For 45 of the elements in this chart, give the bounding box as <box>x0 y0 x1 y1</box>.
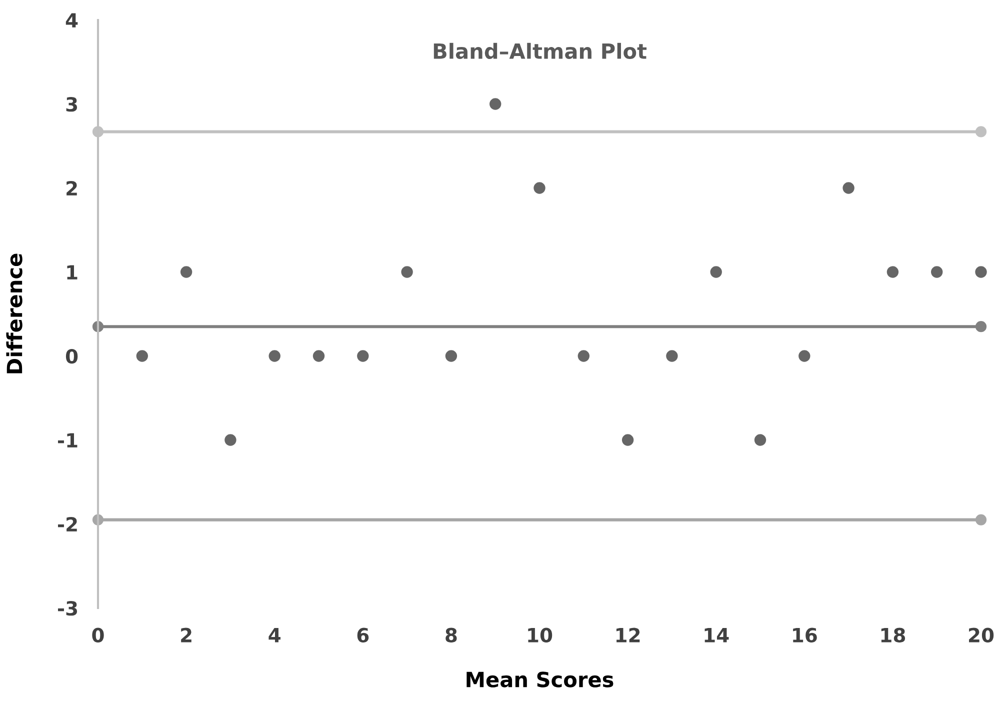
point <box>622 434 634 446</box>
point <box>312 350 325 362</box>
point <box>401 266 413 278</box>
y-tick-label: 3 <box>66 96 78 112</box>
point <box>975 321 987 332</box>
x-tick-label: 4 <box>268 628 280 642</box>
point <box>180 266 192 278</box>
y-tick-label: -1 <box>58 433 78 448</box>
point <box>975 266 987 278</box>
y-tick-label: 0 <box>66 348 78 364</box>
y-tick-label: 1 <box>67 265 78 280</box>
point <box>224 434 236 446</box>
y-axis-title: Difference <box>6 254 22 374</box>
text: Bland–Altman Plot <box>434 42 647 60</box>
point <box>754 434 766 446</box>
x-tick-label: 16 <box>793 628 817 642</box>
point <box>490 98 502 110</box>
point <box>136 350 148 362</box>
y-tick-label: 4 <box>66 13 78 28</box>
x-tick-label: 8 <box>446 628 457 642</box>
x-axis-title: Mean Scores <box>466 672 614 688</box>
point <box>445 350 458 362</box>
point <box>578 350 590 362</box>
point <box>534 182 546 194</box>
x-tick-label: 12 <box>616 628 640 642</box>
point <box>666 350 678 362</box>
x-tick-label: 18 <box>881 628 906 642</box>
x-tick-label: 10 <box>528 628 552 642</box>
point <box>268 350 280 362</box>
point <box>975 514 987 526</box>
x-tick-label: 6 <box>357 628 369 642</box>
point <box>931 266 943 278</box>
point <box>975 126 987 138</box>
point <box>357 350 369 362</box>
y-tick-label: -2 <box>58 516 77 532</box>
y-tick-label: -3 <box>58 600 78 616</box>
x-tick-label: 20 <box>969 628 994 642</box>
point <box>798 350 810 362</box>
point <box>842 182 854 194</box>
y-tick-label: 2 <box>66 180 77 196</box>
point <box>710 266 722 278</box>
x-tick-label: 14 <box>704 628 729 642</box>
x-tick-label: 2 <box>181 628 192 642</box>
x-tick-label: 0 <box>92 628 104 642</box>
point <box>886 266 899 278</box>
